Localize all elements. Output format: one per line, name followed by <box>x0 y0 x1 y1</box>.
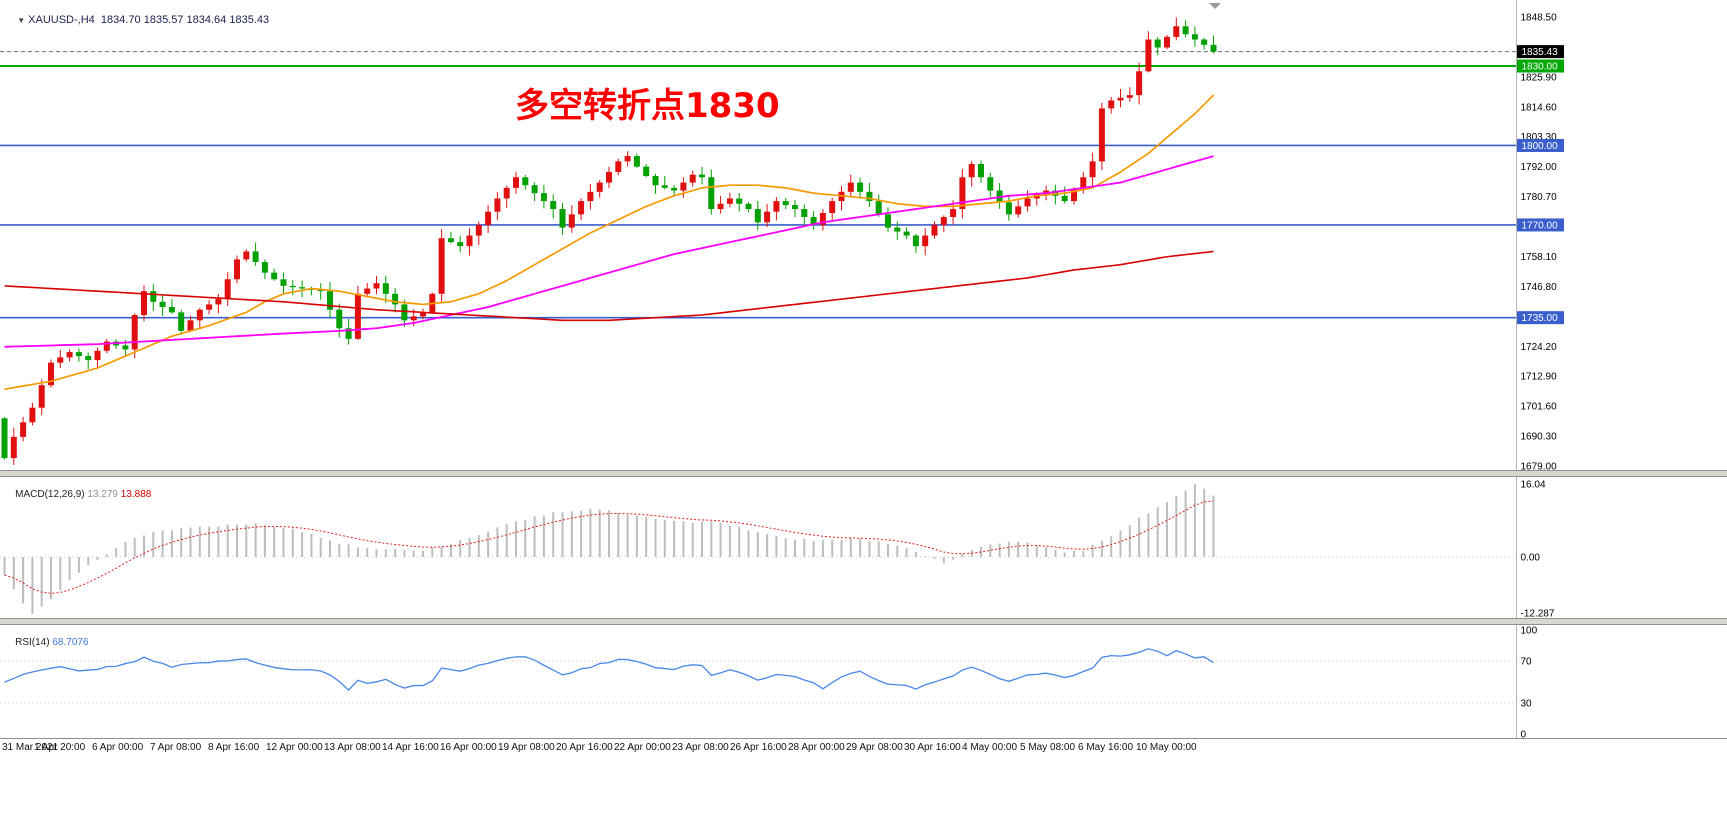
macd-signal-value: 13.888 <box>120 489 152 500</box>
macd-name-label: MACD(12,26,9) <box>15 489 85 500</box>
price-badge <box>1517 59 1564 73</box>
price-axis: 1848.50 1825.90 1814.60 1803.30 1792.00 1780.… <box>1517 13 1564 741</box>
svg-text:1712.90: 1712.90 <box>1521 372 1558 383</box>
candles-layer <box>1 17 1217 466</box>
svg-text:1825.90: 1825.90 <box>1521 72 1558 83</box>
svg-text:10 May 00:00: 10 May 00:00 <box>1136 742 1197 753</box>
svg-text:6 May 16:00: 6 May 16:00 <box>1078 742 1133 753</box>
symbol-dropdown-icon[interactable]: ▼ <box>17 16 26 25</box>
svg-text:30 Apr 16:00: 30 Apr 16:00 <box>904 742 961 753</box>
svg-text:1770.00: 1770.00 <box>1522 220 1559 231</box>
svg-text:31 Mar 2021: 31 Mar 2021 <box>2 742 59 753</box>
svg-text:19 Apr 08:00: 19 Apr 08:00 <box>498 742 555 753</box>
rsi-name-label: RSI(14) <box>15 637 50 648</box>
annotation-text: 多空转折点1830 <box>515 86 780 126</box>
svg-text:-12.287: -12.287 <box>1521 608 1555 619</box>
svg-text:8 Apr 16:00: 8 Apr 16:00 <box>208 742 260 753</box>
svg-text:26 Apr 16:00: 26 Apr 16:00 <box>730 742 787 753</box>
svg-text:12 Apr 00:00: 12 Apr 00:00 <box>266 742 323 753</box>
svg-text:70: 70 <box>1521 657 1533 668</box>
svg-text:23 Apr 08:00: 23 Apr 08:00 <box>672 742 729 753</box>
price-badge <box>1517 311 1564 325</box>
svg-text:1780.70: 1780.70 <box>1521 192 1558 203</box>
svg-text:29 Apr 08:00: 29 Apr 08:00 <box>846 742 903 753</box>
macd-label: MACD(12,26,9) 13.279 13.888 <box>4 478 151 511</box>
rsi-panel <box>0 648 1516 704</box>
svg-text:4 May 00:00: 4 May 00:00 <box>962 742 1017 753</box>
chart-title-ohlc: XAUUSD-,H4 1834.70 1835.57 1834.64 1835.… <box>28 14 270 26</box>
price-badge <box>1517 138 1564 152</box>
ma-mid-magenta <box>4 155 1214 348</box>
svg-text:1701.60: 1701.60 <box>1521 402 1558 413</box>
svg-text:1679.00: 1679.00 <box>1521 462 1558 473</box>
macd-main-value: 13.279 <box>87 489 118 500</box>
ma-fast-orange <box>4 94 1215 391</box>
price-badge <box>1517 218 1564 232</box>
svg-text:7 Apr 08:00: 7 Apr 08:00 <box>150 742 202 753</box>
svg-text:0.00: 0.00 <box>1521 553 1541 564</box>
svg-text:6 Apr 00:00: 6 Apr 00:00 <box>92 742 144 753</box>
svg-text:1746.80: 1746.80 <box>1521 282 1558 293</box>
svg-text:30: 30 <box>1521 698 1533 709</box>
svg-text:1803.30: 1803.30 <box>1521 132 1558 143</box>
svg-text:16.04: 16.04 <box>1521 480 1546 491</box>
svg-text:1792.00: 1792.00 <box>1521 162 1558 173</box>
svg-text:1800.00: 1800.00 <box>1522 141 1559 152</box>
price-badge <box>1517 45 1564 59</box>
svg-text:20 Apr 16:00: 20 Apr 16:00 <box>556 742 613 753</box>
svg-text:1 Apr 20:00: 1 Apr 20:00 <box>34 742 86 753</box>
rsi-line <box>4 648 1214 691</box>
shift-marker-icon <box>1209 3 1221 9</box>
svg-text:100: 100 <box>1521 626 1538 637</box>
svg-text:1690.30: 1690.30 <box>1521 432 1558 443</box>
macd-signal-line <box>4 500 1214 594</box>
macd-panel <box>0 483 1516 614</box>
svg-text:13 Apr 08:00: 13 Apr 08:00 <box>324 742 381 753</box>
svg-text:22 Apr 00:00: 22 Apr 00:00 <box>614 742 671 753</box>
svg-text:0: 0 <box>1521 730 1527 741</box>
svg-text:14 Apr 16:00: 14 Apr 16:00 <box>382 742 439 753</box>
svg-text:1848.50: 1848.50 <box>1521 13 1558 24</box>
rsi-value: 68.7076 <box>52 637 89 648</box>
rsi-label: RSI(14) 68.7076 <box>4 626 89 659</box>
svg-text:5 May 08:00: 5 May 08:00 <box>1020 742 1075 753</box>
chart-header: ▼ XAUUSD-,H4 1834.70 1835.57 1834.64 1835… <box>5 2 269 38</box>
svg-text:1814.60: 1814.60 <box>1521 102 1558 113</box>
ma-slow-red <box>4 250 1214 322</box>
svg-text:1830.00: 1830.00 <box>1522 62 1559 73</box>
svg-text:28 Apr 00:00: 28 Apr 00:00 <box>788 742 845 753</box>
svg-text:1735.00: 1735.00 <box>1522 313 1559 324</box>
svg-text:1724.20: 1724.20 <box>1521 342 1558 353</box>
svg-text:1758.10: 1758.10 <box>1521 252 1558 263</box>
svg-text:1835.43: 1835.43 <box>1522 47 1559 58</box>
svg-text:16 Apr 00:00: 16 Apr 00:00 <box>440 742 497 753</box>
